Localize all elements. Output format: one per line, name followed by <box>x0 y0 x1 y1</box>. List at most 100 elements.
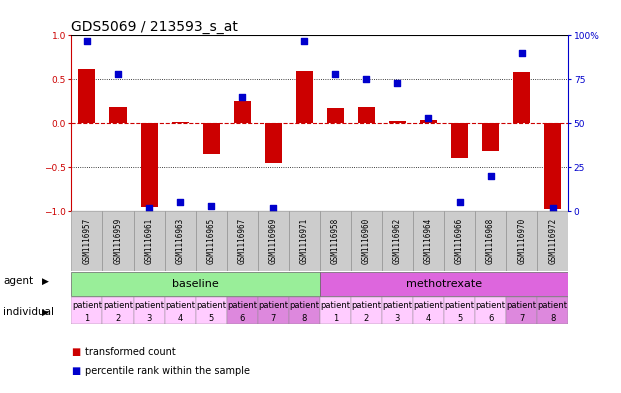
Text: 7: 7 <box>519 314 524 323</box>
Text: GSM1116963: GSM1116963 <box>176 218 184 264</box>
Bar <box>475 211 506 272</box>
Text: GSM1116961: GSM1116961 <box>145 218 153 264</box>
Text: GSM1116962: GSM1116962 <box>393 218 402 264</box>
Bar <box>537 211 568 272</box>
Bar <box>420 120 437 123</box>
Bar <box>202 123 220 154</box>
Bar <box>513 72 530 123</box>
Point <box>424 115 433 121</box>
Text: 5: 5 <box>457 314 462 323</box>
Bar <box>320 297 351 324</box>
Text: individual: individual <box>3 307 54 318</box>
Text: GSM1116968: GSM1116968 <box>486 218 495 264</box>
Bar <box>537 297 568 324</box>
Text: patient: patient <box>476 301 505 310</box>
Text: patient: patient <box>165 301 195 310</box>
Bar <box>506 211 537 272</box>
Bar <box>296 70 313 123</box>
Text: transformed count: transformed count <box>85 347 176 357</box>
Point <box>268 204 278 211</box>
Bar <box>413 211 444 272</box>
Bar <box>71 272 320 296</box>
Bar <box>413 297 444 324</box>
Bar <box>351 211 382 272</box>
Text: patient: patient <box>414 301 443 310</box>
Bar <box>196 211 227 272</box>
Point <box>517 50 527 56</box>
Text: ■: ■ <box>71 366 81 376</box>
Text: GSM1116959: GSM1116959 <box>114 218 122 264</box>
Text: baseline: baseline <box>172 279 219 289</box>
Text: GSM1116972: GSM1116972 <box>548 218 557 264</box>
Text: 6: 6 <box>240 314 245 323</box>
Text: 3: 3 <box>147 314 152 323</box>
Bar <box>382 211 413 272</box>
Text: patient: patient <box>258 301 288 310</box>
Bar <box>227 211 258 272</box>
Bar <box>475 297 506 324</box>
Text: 3: 3 <box>395 314 400 323</box>
Text: patient: patient <box>227 301 257 310</box>
Point <box>392 80 402 86</box>
Bar <box>233 101 251 123</box>
Bar <box>134 297 165 324</box>
Point <box>113 71 123 77</box>
Text: GSM1116966: GSM1116966 <box>455 218 464 264</box>
Bar <box>71 297 102 324</box>
Text: patient: patient <box>134 301 164 310</box>
Text: 2: 2 <box>116 314 120 323</box>
Point <box>82 37 92 44</box>
Bar <box>102 297 134 324</box>
Text: GSM1116964: GSM1116964 <box>424 218 433 264</box>
Text: GDS5069 / 213593_s_at: GDS5069 / 213593_s_at <box>71 20 238 34</box>
Point <box>330 71 340 77</box>
Bar <box>258 211 289 272</box>
Text: methotrexate: methotrexate <box>406 279 482 289</box>
Text: patient: patient <box>289 301 319 310</box>
Text: 4: 4 <box>178 314 183 323</box>
Text: ■: ■ <box>71 347 81 357</box>
Bar <box>102 211 134 272</box>
Bar <box>289 297 320 324</box>
Text: patient: patient <box>383 301 412 310</box>
Text: 6: 6 <box>488 314 493 323</box>
Text: patient: patient <box>196 301 226 310</box>
Bar <box>140 123 158 207</box>
Bar <box>196 297 227 324</box>
Bar <box>506 297 537 324</box>
Text: GSM1116960: GSM1116960 <box>362 218 371 264</box>
Bar <box>265 123 282 163</box>
Bar <box>382 297 413 324</box>
Text: 1: 1 <box>84 314 89 323</box>
Bar <box>444 211 475 272</box>
Point <box>548 204 558 211</box>
Bar <box>258 297 289 324</box>
Text: patient: patient <box>445 301 474 310</box>
Bar <box>327 108 344 123</box>
Bar <box>451 123 468 158</box>
Text: 8: 8 <box>302 314 307 323</box>
Bar <box>320 272 568 296</box>
Point <box>206 203 216 209</box>
Text: patient: patient <box>538 301 568 310</box>
Text: 8: 8 <box>550 314 555 323</box>
Point <box>486 173 496 179</box>
Bar <box>165 211 196 272</box>
Bar <box>134 211 165 272</box>
Bar <box>358 107 375 123</box>
Text: patient: patient <box>507 301 537 310</box>
Text: 1: 1 <box>333 314 338 323</box>
Text: ▶: ▶ <box>42 277 49 285</box>
Bar <box>320 211 351 272</box>
Bar <box>71 211 102 272</box>
Bar <box>444 297 475 324</box>
Point <box>144 204 154 211</box>
Bar <box>171 121 189 123</box>
Text: ▶: ▶ <box>42 308 49 317</box>
Text: GSM1116969: GSM1116969 <box>269 218 278 264</box>
Point <box>299 37 309 44</box>
Bar <box>109 107 127 123</box>
Text: 2: 2 <box>364 314 369 323</box>
Point <box>455 199 465 206</box>
Text: percentile rank within the sample: percentile rank within the sample <box>85 366 250 376</box>
